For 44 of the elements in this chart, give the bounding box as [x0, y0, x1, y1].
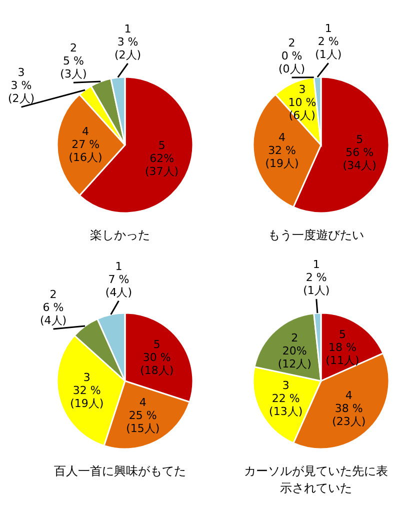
data-label: 7 % (4人): [105, 272, 132, 299]
data-label: 5 % (3人): [60, 54, 87, 81]
slice-label: 2: [70, 42, 77, 55]
text: 百人一首に興味がもてた: [53, 463, 187, 480]
data-label: 27 % (16人): [68, 138, 102, 164]
slice-label: 3: [282, 378, 290, 392]
slice-label: 1: [324, 22, 332, 36]
text: 楽しかった: [89, 227, 151, 244]
data-label: 62% (37人): [145, 152, 179, 178]
data-label: 2 % (1人): [315, 35, 342, 62]
slice-label: 4: [82, 125, 90, 138]
text: もう一度遊びたい: [267, 227, 365, 244]
text: 0 % (0人): [278, 49, 306, 76]
slice-label: 1: [115, 260, 122, 273]
slice-label: 3: [83, 371, 90, 384]
data-label: 22 % (13人): [269, 392, 303, 418]
data-label: 32 % (19人): [265, 144, 299, 170]
data-label: 30 % (18人): [140, 350, 174, 377]
slice-label: 5: [356, 133, 364, 146]
category-label: 2: [288, 36, 296, 50]
data-label: 10 % (6人): [288, 96, 316, 122]
data-label: 2 % (1人): [303, 271, 330, 298]
slice-label: 4: [139, 396, 146, 410]
slice-label: 1: [124, 22, 132, 36]
slice-label: 4: [345, 388, 352, 402]
slice-label: 5: [158, 139, 166, 152]
data-label: 56 % (34人): [342, 146, 376, 172]
text: カーソルが見ていた先に表示されていた: [243, 463, 389, 497]
slice-label: 3: [18, 66, 25, 80]
data-label: 38 % (23人): [332, 402, 366, 428]
data-label: 3 % (2人): [8, 79, 35, 106]
data-label: 25 % (15人): [126, 409, 160, 436]
data-label: 32 % (19人): [70, 384, 104, 410]
slice-label: 1: [312, 258, 320, 272]
data-label: 20% (12人): [278, 344, 312, 371]
slice-label: 4: [278, 131, 286, 144]
slice-label: 2: [291, 332, 298, 345]
slice-label: 3: [298, 82, 306, 96]
slice-label: 5: [338, 328, 346, 341]
slice-label: 5: [153, 338, 160, 351]
slice-label: 2: [50, 288, 57, 302]
data-label: 6 % (4人): [40, 301, 67, 328]
data-label: 3 % (2人): [114, 35, 142, 62]
data-label: 18 % (11人): [326, 340, 360, 367]
